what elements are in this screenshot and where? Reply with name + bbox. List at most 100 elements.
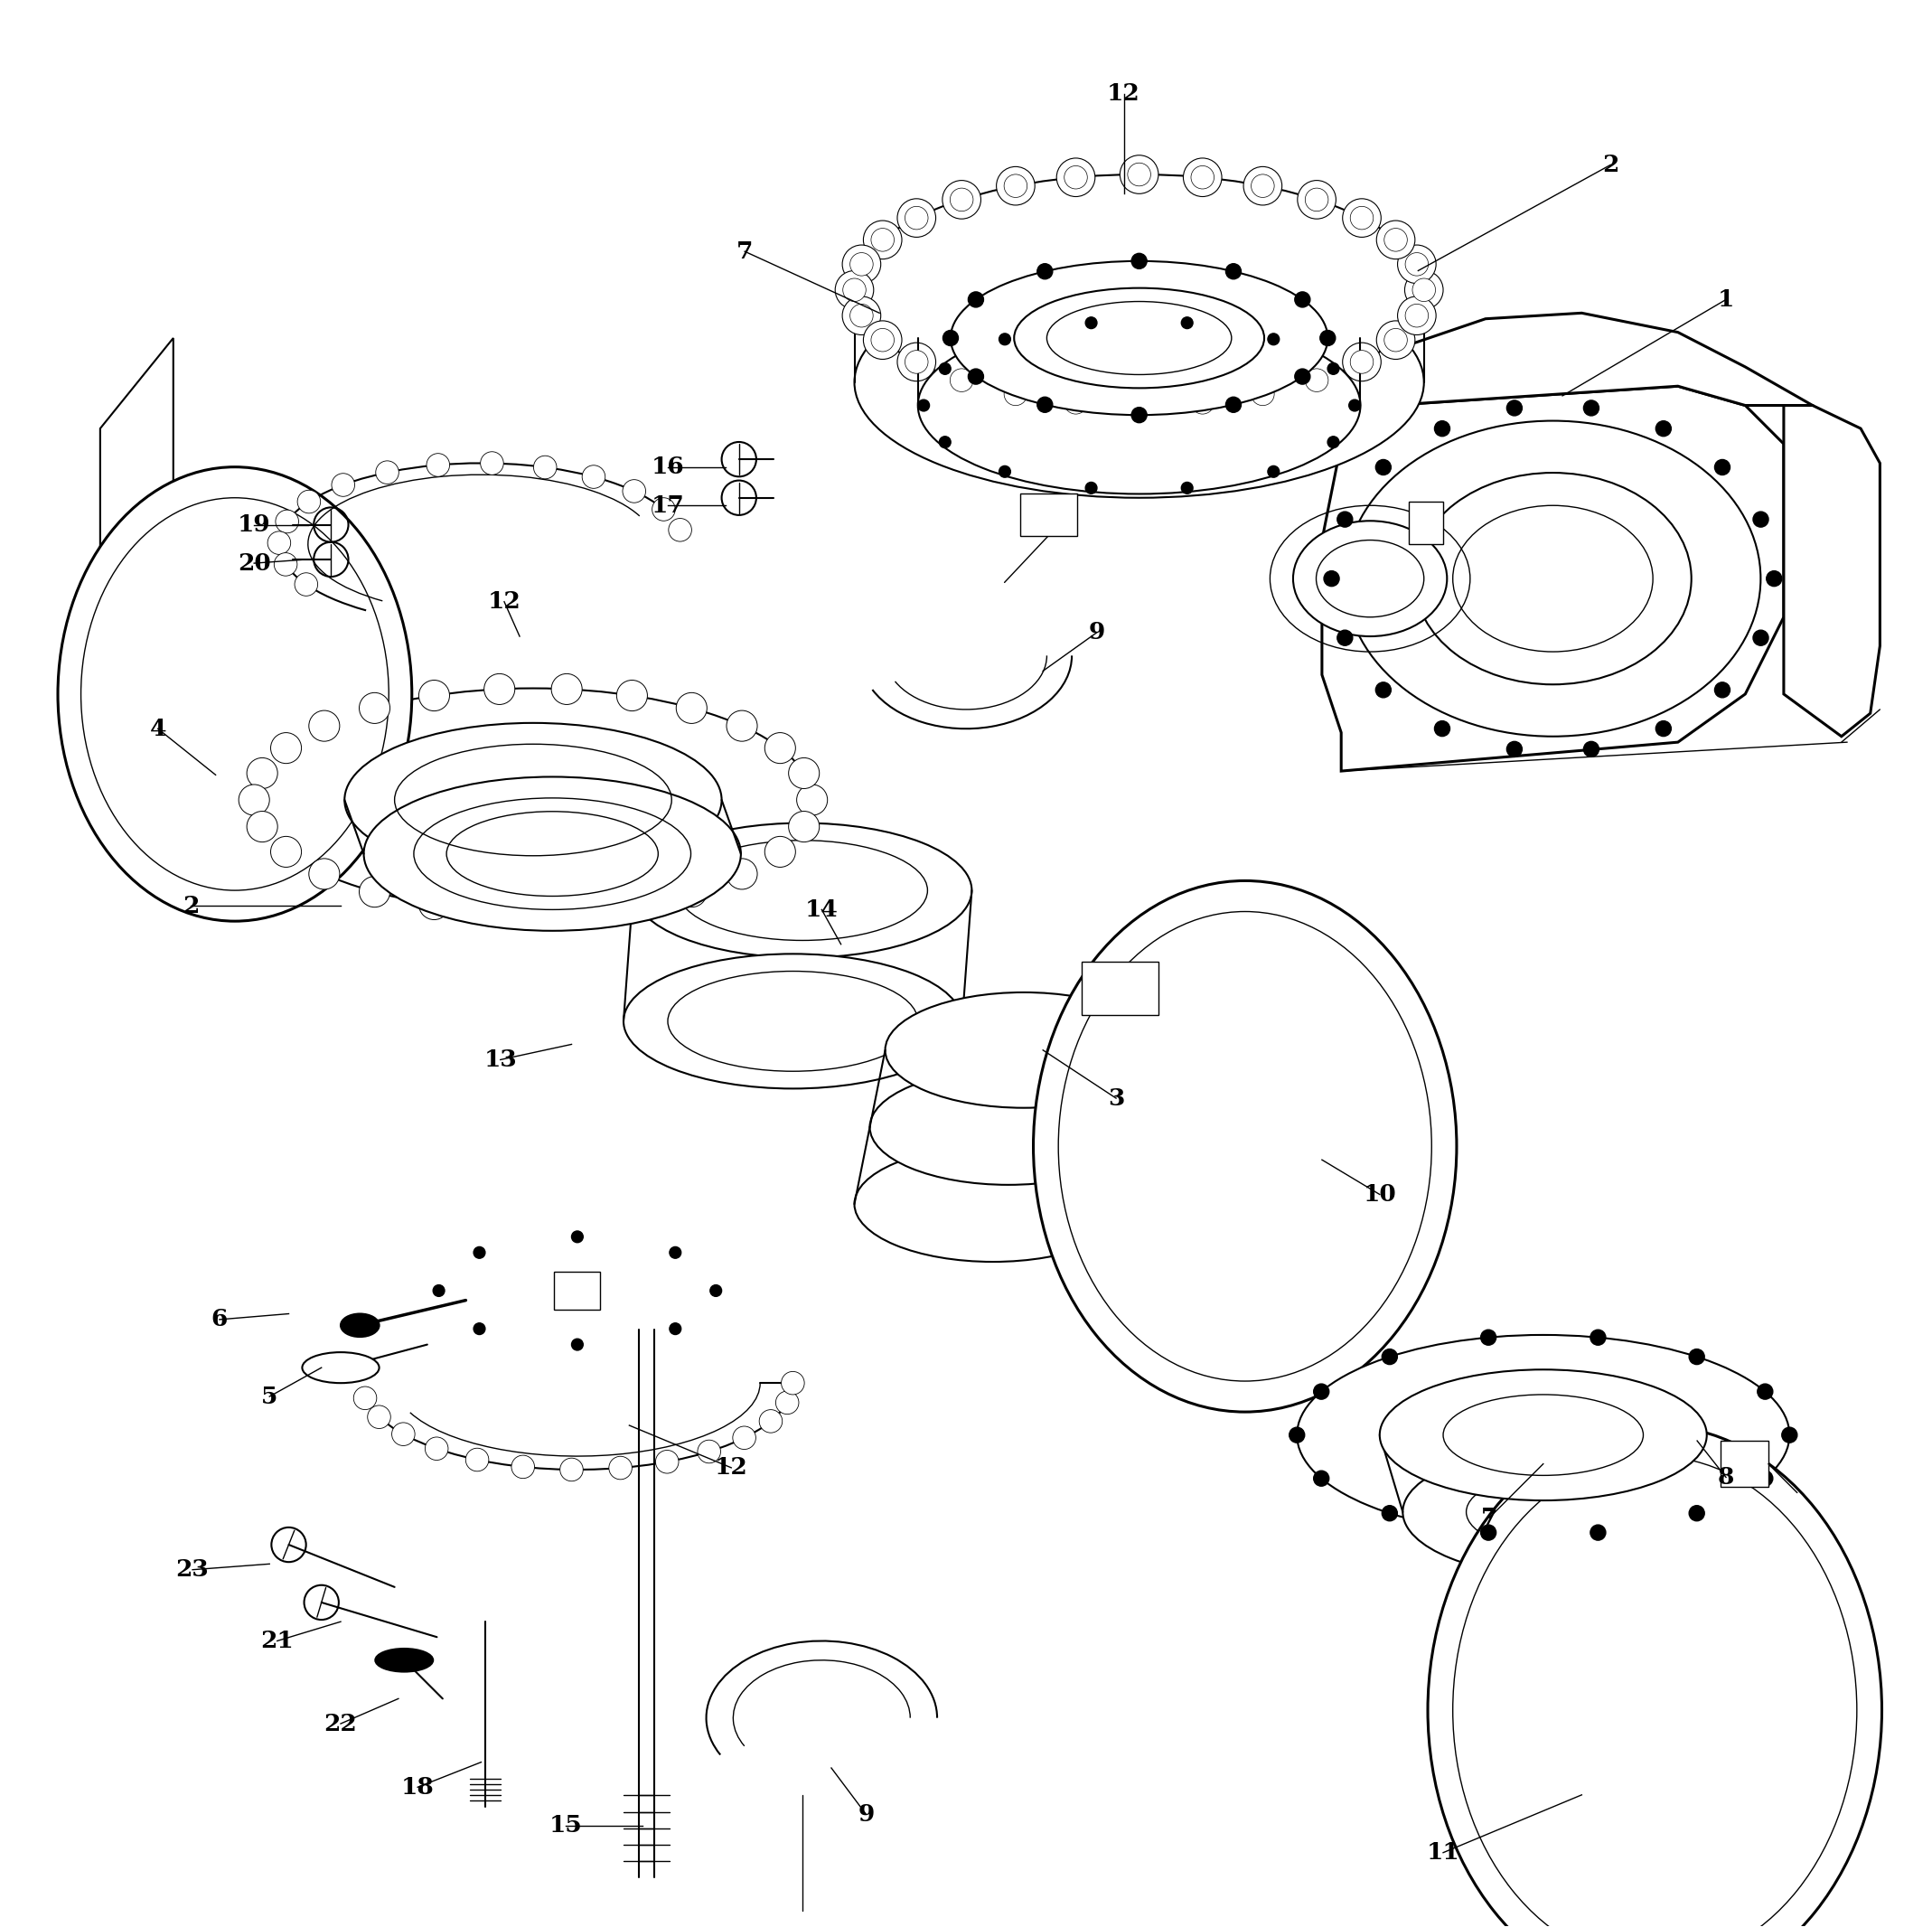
Circle shape <box>1005 382 1028 405</box>
Circle shape <box>1289 1428 1304 1443</box>
Circle shape <box>392 1422 415 1445</box>
Text: 12: 12 <box>1107 83 1140 104</box>
Circle shape <box>1343 343 1381 382</box>
Circle shape <box>1584 401 1600 416</box>
Circle shape <box>943 181 981 220</box>
Circle shape <box>1294 368 1310 383</box>
Circle shape <box>711 1285 723 1297</box>
Circle shape <box>939 362 951 374</box>
Ellipse shape <box>1403 1447 1729 1578</box>
Circle shape <box>1314 1470 1329 1486</box>
Circle shape <box>1376 320 1414 358</box>
Circle shape <box>1314 1384 1329 1399</box>
Circle shape <box>999 333 1010 345</box>
Text: 6: 6 <box>211 1308 228 1332</box>
Circle shape <box>1656 721 1671 736</box>
Text: 12: 12 <box>715 1457 748 1480</box>
Ellipse shape <box>1293 520 1447 636</box>
Circle shape <box>240 784 269 815</box>
Ellipse shape <box>1379 1370 1706 1501</box>
Circle shape <box>1244 166 1283 204</box>
Text: 1: 1 <box>1718 289 1735 310</box>
Ellipse shape <box>1034 881 1457 1412</box>
Circle shape <box>1350 206 1374 229</box>
Circle shape <box>781 1372 804 1395</box>
Ellipse shape <box>340 1314 379 1337</box>
Circle shape <box>1298 181 1335 220</box>
Circle shape <box>951 189 974 212</box>
Circle shape <box>1397 245 1435 283</box>
Circle shape <box>1781 1428 1797 1443</box>
Circle shape <box>270 836 301 867</box>
Text: 9: 9 <box>1088 620 1105 644</box>
Circle shape <box>622 480 645 503</box>
Circle shape <box>1480 1524 1495 1540</box>
Circle shape <box>951 368 974 391</box>
Ellipse shape <box>344 723 723 877</box>
Circle shape <box>1244 374 1283 412</box>
Circle shape <box>309 859 340 890</box>
Circle shape <box>425 1438 448 1461</box>
Circle shape <box>1714 459 1729 474</box>
Circle shape <box>1132 407 1148 422</box>
Circle shape <box>582 464 605 488</box>
Circle shape <box>247 811 278 842</box>
Circle shape <box>1435 420 1449 436</box>
Circle shape <box>1057 158 1095 197</box>
Circle shape <box>533 457 556 478</box>
Circle shape <box>668 518 692 541</box>
Circle shape <box>918 399 929 410</box>
Circle shape <box>1005 173 1028 197</box>
Circle shape <box>1294 291 1310 306</box>
Circle shape <box>732 1426 755 1449</box>
Circle shape <box>1337 630 1352 646</box>
Text: 21: 21 <box>261 1630 294 1651</box>
Circle shape <box>1343 198 1381 237</box>
Circle shape <box>968 291 983 306</box>
Circle shape <box>560 1459 583 1482</box>
Circle shape <box>1057 383 1095 422</box>
Circle shape <box>1225 264 1240 279</box>
Circle shape <box>1252 173 1275 197</box>
Bar <box>554 1272 601 1310</box>
Circle shape <box>298 489 321 513</box>
Circle shape <box>997 374 1036 412</box>
Circle shape <box>676 692 707 723</box>
Circle shape <box>1323 570 1339 586</box>
Bar <box>1082 962 1159 1016</box>
Bar <box>1020 493 1078 536</box>
Circle shape <box>572 1339 583 1351</box>
Circle shape <box>1507 401 1522 416</box>
Circle shape <box>1752 513 1768 528</box>
Circle shape <box>864 220 902 258</box>
Text: 16: 16 <box>651 455 684 478</box>
Ellipse shape <box>375 1650 433 1673</box>
Circle shape <box>1405 304 1428 328</box>
Text: 22: 22 <box>325 1713 357 1734</box>
Circle shape <box>726 711 757 742</box>
Ellipse shape <box>1014 287 1264 387</box>
Text: 7: 7 <box>1482 1507 1497 1528</box>
Circle shape <box>850 304 873 328</box>
Circle shape <box>276 511 299 534</box>
Circle shape <box>788 757 819 788</box>
Circle shape <box>433 1285 444 1297</box>
Circle shape <box>309 711 340 742</box>
Ellipse shape <box>624 954 962 1089</box>
Circle shape <box>1037 264 1053 279</box>
Circle shape <box>294 572 317 595</box>
Circle shape <box>1252 382 1275 405</box>
Ellipse shape <box>854 175 1424 405</box>
Text: 7: 7 <box>736 241 753 262</box>
Circle shape <box>864 320 902 358</box>
Circle shape <box>653 497 674 520</box>
Circle shape <box>419 888 450 919</box>
Text: 5: 5 <box>261 1386 278 1409</box>
Text: 12: 12 <box>487 590 522 613</box>
Circle shape <box>670 1324 682 1335</box>
Circle shape <box>1267 466 1279 478</box>
Text: 10: 10 <box>1364 1183 1397 1206</box>
Circle shape <box>332 474 355 497</box>
Circle shape <box>419 680 450 711</box>
Circle shape <box>1758 1470 1774 1486</box>
